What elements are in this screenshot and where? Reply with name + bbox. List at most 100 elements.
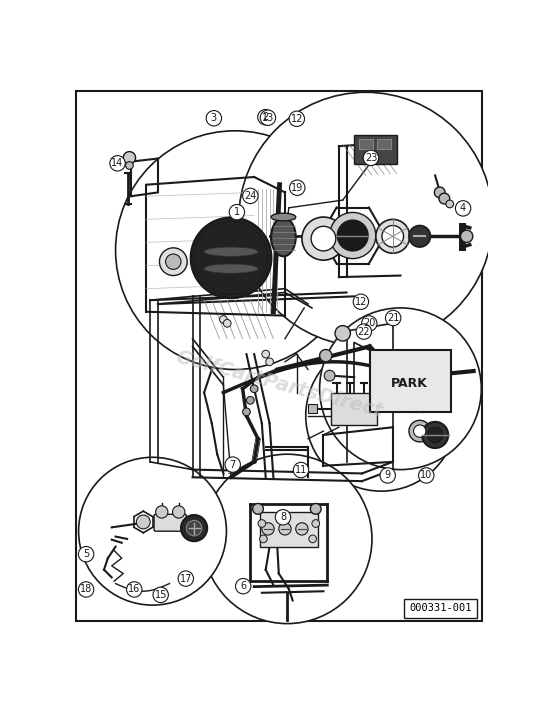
- Circle shape: [289, 180, 305, 195]
- FancyBboxPatch shape: [354, 135, 397, 164]
- Circle shape: [455, 201, 471, 216]
- Ellipse shape: [271, 213, 296, 221]
- Circle shape: [178, 571, 194, 587]
- Circle shape: [258, 109, 273, 125]
- Circle shape: [409, 420, 430, 442]
- Text: 21: 21: [387, 313, 399, 323]
- Circle shape: [418, 467, 434, 483]
- Circle shape: [239, 92, 493, 346]
- Text: 17: 17: [180, 574, 192, 584]
- Circle shape: [324, 370, 335, 381]
- Circle shape: [225, 457, 240, 472]
- Circle shape: [259, 535, 267, 543]
- Circle shape: [311, 226, 336, 251]
- Text: 000331-001: 000331-001: [409, 603, 472, 613]
- Circle shape: [330, 212, 376, 259]
- FancyBboxPatch shape: [378, 140, 391, 149]
- Text: 22: 22: [357, 326, 370, 336]
- Circle shape: [246, 396, 254, 404]
- Circle shape: [311, 503, 321, 514]
- FancyBboxPatch shape: [154, 514, 187, 531]
- Text: 8: 8: [280, 513, 286, 522]
- Circle shape: [202, 454, 372, 624]
- Circle shape: [265, 358, 274, 366]
- Text: 1: 1: [234, 207, 240, 217]
- Circle shape: [461, 230, 473, 243]
- Circle shape: [206, 111, 221, 126]
- Text: PARK: PARK: [391, 377, 428, 390]
- Circle shape: [127, 582, 142, 597]
- Circle shape: [159, 248, 187, 276]
- Circle shape: [335, 326, 350, 341]
- Text: 23: 23: [365, 153, 377, 163]
- Circle shape: [137, 515, 150, 529]
- Circle shape: [362, 316, 377, 331]
- FancyBboxPatch shape: [308, 404, 317, 413]
- Text: 11: 11: [295, 465, 307, 475]
- Circle shape: [356, 324, 372, 339]
- Circle shape: [434, 187, 445, 198]
- Circle shape: [115, 131, 354, 369]
- Circle shape: [78, 582, 94, 597]
- Text: 20: 20: [363, 319, 375, 329]
- Circle shape: [337, 220, 368, 251]
- Circle shape: [262, 522, 274, 535]
- Circle shape: [250, 385, 258, 393]
- Circle shape: [252, 503, 263, 514]
- Circle shape: [126, 161, 133, 169]
- Circle shape: [382, 226, 404, 247]
- Ellipse shape: [204, 247, 258, 257]
- Circle shape: [262, 350, 270, 358]
- Circle shape: [309, 535, 317, 543]
- Circle shape: [187, 520, 202, 536]
- Circle shape: [306, 341, 456, 491]
- Circle shape: [123, 152, 135, 164]
- Circle shape: [191, 218, 271, 298]
- Text: 6: 6: [240, 581, 246, 591]
- Circle shape: [296, 522, 308, 535]
- FancyBboxPatch shape: [370, 350, 450, 412]
- Circle shape: [413, 425, 426, 437]
- Circle shape: [376, 219, 410, 253]
- Circle shape: [181, 515, 207, 541]
- Circle shape: [220, 316, 227, 324]
- Circle shape: [446, 200, 454, 208]
- Circle shape: [153, 587, 169, 603]
- Circle shape: [293, 462, 308, 478]
- Text: 10: 10: [420, 470, 432, 480]
- FancyBboxPatch shape: [359, 140, 373, 149]
- Circle shape: [78, 458, 226, 605]
- Circle shape: [243, 188, 258, 204]
- Circle shape: [279, 522, 291, 535]
- Circle shape: [275, 510, 290, 525]
- Circle shape: [363, 150, 379, 166]
- Circle shape: [422, 422, 448, 448]
- Circle shape: [353, 294, 369, 309]
- Text: 14: 14: [112, 159, 123, 168]
- FancyBboxPatch shape: [76, 91, 482, 621]
- Circle shape: [312, 520, 320, 527]
- Circle shape: [439, 193, 450, 204]
- FancyBboxPatch shape: [404, 599, 478, 618]
- Text: 18: 18: [80, 584, 92, 594]
- Ellipse shape: [204, 264, 258, 274]
- Circle shape: [172, 505, 185, 518]
- Text: 16: 16: [128, 584, 140, 594]
- Text: 19: 19: [291, 183, 304, 192]
- Circle shape: [236, 579, 251, 594]
- Text: 12: 12: [290, 114, 303, 124]
- Circle shape: [243, 408, 250, 416]
- Text: 24: 24: [244, 191, 257, 201]
- Text: 12: 12: [355, 297, 367, 307]
- Circle shape: [320, 350, 332, 362]
- Text: 2: 2: [262, 112, 269, 122]
- Text: 3: 3: [211, 114, 217, 123]
- Circle shape: [165, 254, 181, 269]
- Circle shape: [428, 427, 443, 443]
- Circle shape: [386, 310, 401, 326]
- Text: 4: 4: [460, 203, 466, 214]
- Circle shape: [380, 467, 395, 483]
- Circle shape: [224, 319, 231, 327]
- Circle shape: [260, 110, 276, 125]
- Text: 7: 7: [230, 460, 236, 470]
